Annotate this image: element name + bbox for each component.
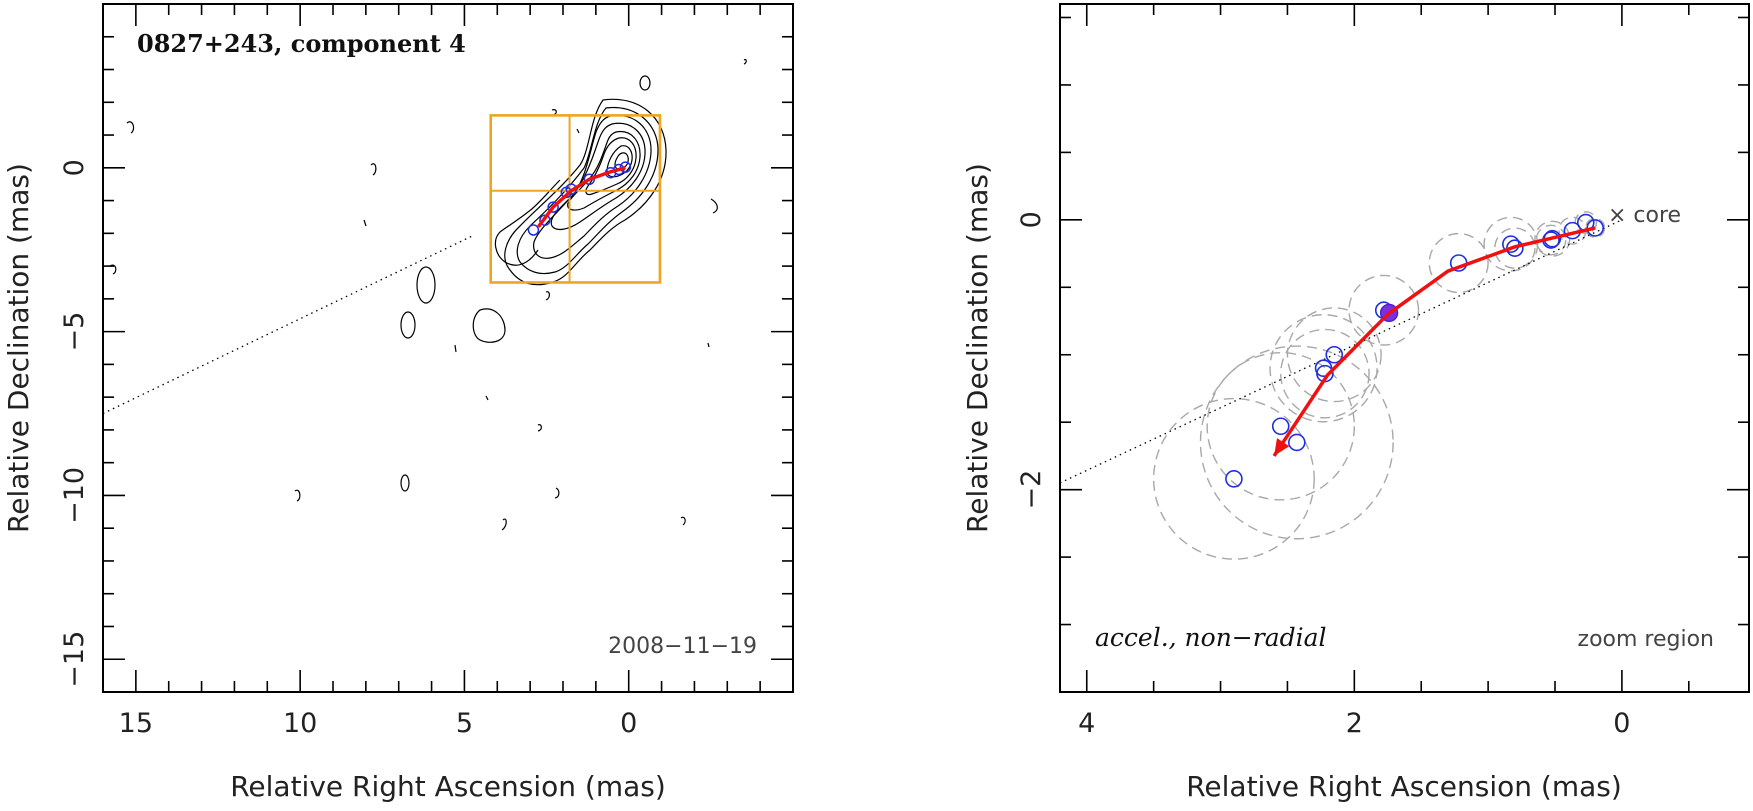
right-x-tick-label: 2 xyxy=(1346,708,1363,739)
right-x-axis-title: Relative Right Ascension (mas) xyxy=(1186,770,1622,803)
contour-blob xyxy=(554,487,560,499)
date-label: 2008−11−19 xyxy=(608,634,757,659)
contour-blob xyxy=(454,344,457,353)
source-label: 0827+243, component 4 xyxy=(137,29,466,58)
contour-line xyxy=(533,114,652,259)
component-size-circle xyxy=(1494,227,1536,269)
contour-line xyxy=(614,152,629,170)
right-y-tick-label: 0 xyxy=(1016,211,1047,228)
contour-blob xyxy=(400,311,416,339)
component-marker xyxy=(527,224,540,236)
annotation-accel: accel., non−radial xyxy=(1095,623,1327,652)
left-marks xyxy=(102,114,662,415)
contour-blob xyxy=(370,163,377,176)
component-size-circle xyxy=(1286,307,1382,403)
jet-axis-line xyxy=(102,234,475,415)
component-marker xyxy=(1271,417,1290,436)
component-size-circle xyxy=(1269,314,1378,423)
left-x-tick-label: 15 xyxy=(119,708,153,739)
component-marker xyxy=(1225,470,1243,488)
component-size-circle xyxy=(1206,351,1356,501)
trajectory-curve xyxy=(1272,226,1596,457)
left-x-tick-label: 0 xyxy=(620,708,637,739)
component-size-circle xyxy=(1428,232,1489,294)
contour-line xyxy=(494,179,561,266)
right-axis-ticks: 4 2 0 0 −2 xyxy=(1016,4,1749,739)
right-y-tick-label: −2 xyxy=(1016,470,1047,510)
trajectory-arrowhead xyxy=(1274,438,1290,456)
contour-line xyxy=(585,137,637,196)
right-x-tick-label: 4 xyxy=(1078,708,1095,739)
contour-blob xyxy=(501,518,507,531)
component-marker xyxy=(1325,345,1344,364)
contour-line xyxy=(567,130,641,211)
annotation-zoom-region: zoom region xyxy=(1578,627,1714,652)
left-y-tick-label: 0 xyxy=(59,159,90,176)
right-plot-frame xyxy=(1059,3,1750,693)
component-size-circle xyxy=(1483,216,1539,272)
left-x-axis-title: Relative Right Ascension (mas) xyxy=(230,770,666,803)
core-label: × core xyxy=(1608,203,1681,228)
contour-blob xyxy=(707,342,710,348)
left-plot-frame xyxy=(102,3,794,693)
component-size-circle xyxy=(1535,224,1567,256)
contour-blob xyxy=(545,291,550,301)
component-size-circle xyxy=(1152,397,1315,560)
left-y-tick-label: −5 xyxy=(59,312,90,352)
component-marker xyxy=(1586,219,1604,237)
left-axis-ticks: 15 10 5 0 0 −5 −10 −15 xyxy=(59,3,794,739)
contour-blob xyxy=(639,75,651,91)
contour-blob xyxy=(680,516,686,526)
contour-line xyxy=(606,145,633,178)
right-panel: 4 2 0 0 −2 × core accel., non−radial zoom re… xyxy=(961,3,1750,803)
contour-blob xyxy=(537,424,542,432)
component-size-circle xyxy=(1348,274,1420,346)
contour-blob xyxy=(472,308,506,343)
jet-axis-line xyxy=(1059,219,1623,484)
contour-blob xyxy=(126,121,135,134)
component-size-circle xyxy=(1280,328,1370,419)
component-marker xyxy=(619,161,632,173)
left-x-tick-label: 5 xyxy=(456,708,473,739)
left-y-axis-title: Relative Declination (mas) xyxy=(2,163,35,533)
contour-blob xyxy=(710,198,718,214)
contour-blob xyxy=(400,474,410,492)
zoom-box xyxy=(489,114,662,284)
contour-line xyxy=(550,122,646,231)
radio-contour-map xyxy=(109,58,747,531)
trajectory-curve xyxy=(536,166,626,228)
component-marker xyxy=(547,201,559,213)
contour-blob xyxy=(743,58,747,65)
contour-blob xyxy=(576,128,580,134)
right-y-axis-title: Relative Declination (mas) xyxy=(961,163,994,533)
contour-blob xyxy=(294,489,301,502)
component-size-circle xyxy=(1199,345,1394,540)
left-x-tick-label: 10 xyxy=(283,708,317,739)
right-x-tick-label: 0 xyxy=(1613,708,1630,739)
contour-blob xyxy=(416,266,436,304)
left-y-tick-label: −10 xyxy=(59,467,90,524)
left-y-tick-label: −15 xyxy=(59,631,90,688)
contour-blob xyxy=(363,219,367,227)
component-marker xyxy=(1288,433,1306,452)
right-marks xyxy=(1059,211,1623,560)
contour-blob xyxy=(485,395,489,401)
left-panel: 15 10 5 0 0 −5 −10 −15 0827+243, component 4 20… xyxy=(2,3,794,803)
